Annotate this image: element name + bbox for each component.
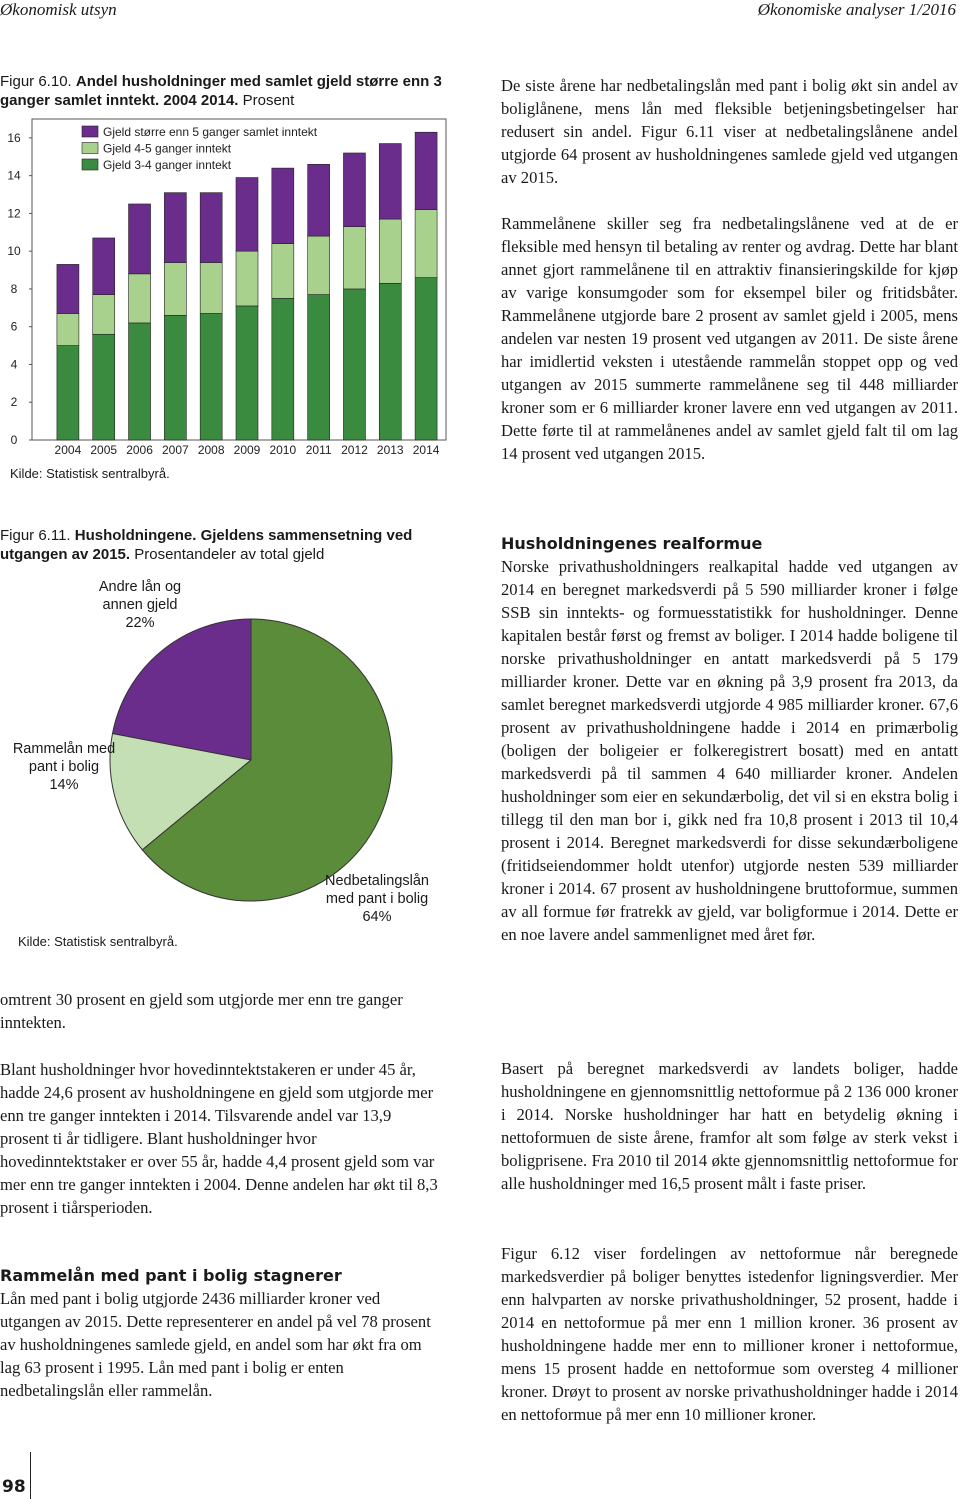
source: Kilde: Statistisk sentralbyrå. xyxy=(10,466,170,481)
figure-title: Figur 6.11. Husholdningene. Gjeldens sam… xyxy=(0,526,450,564)
figure-label: Figur 6.10. xyxy=(0,73,72,90)
y-tick-label: 16 xyxy=(7,131,21,145)
legend-swatch xyxy=(81,125,99,138)
bar-segment xyxy=(56,345,80,441)
bar-segment xyxy=(378,218,402,284)
bar-segment xyxy=(343,288,366,441)
y-tick-label: 6 xyxy=(11,320,18,334)
x-tick-label: 2011 xyxy=(306,443,332,457)
y-tick-label: 8 xyxy=(11,282,18,296)
value-label: 22% xyxy=(125,615,155,631)
bar-segment xyxy=(199,262,223,314)
bar-segment xyxy=(343,152,366,227)
bar-segment xyxy=(92,294,116,335)
x-tick-label: 2010 xyxy=(269,443,296,457)
subtitle: Prosent xyxy=(242,92,295,109)
bar-segment xyxy=(128,322,151,441)
source: Kilde: Statistisk sentralbyrå. xyxy=(18,934,178,949)
pie-slice xyxy=(111,618,252,761)
y-tick-label: 14 xyxy=(7,169,21,183)
pie-slice xyxy=(109,732,253,851)
bar-segment xyxy=(343,226,366,290)
bar-segment xyxy=(378,143,402,220)
bar-segment xyxy=(307,235,330,295)
bar-segment xyxy=(56,264,80,314)
paragraph: omtrent 30 prosent en gjeld som utgjorde… xyxy=(0,990,403,1032)
bar-segment xyxy=(92,333,116,441)
title: Husholdningene. Gjeldens sammensetning v… xyxy=(0,527,413,563)
page-number: 98 xyxy=(2,1477,26,1497)
x-tick-label: 2004 xyxy=(55,443,82,457)
y-tick-label: 12 xyxy=(7,206,21,220)
bar-segment xyxy=(307,294,330,441)
paragraph: De siste årene har nedbetalingslån med p… xyxy=(501,76,958,187)
subtitle: Prosentandeler av total gjeld xyxy=(134,546,325,563)
figure-label: Figur 6.11. xyxy=(0,527,71,544)
legend-swatch xyxy=(81,142,99,154)
category: Rammelån med pant i bolig xyxy=(12,741,116,775)
bar-segment xyxy=(414,131,438,210)
bar-segment xyxy=(199,313,223,441)
bar-segment xyxy=(56,313,80,346)
bar-segment xyxy=(271,298,295,441)
category: Nedbetalingslån med pant i bolig xyxy=(325,873,429,907)
pie-label: Nedbetalingslån med pant i bolig 64% xyxy=(312,872,442,926)
y-tick-label: 0 xyxy=(11,433,18,447)
y-tick-label: 2 xyxy=(11,395,18,409)
legend-label: Gjeld 4-5 ganger inntekt xyxy=(103,142,232,156)
bar-segment xyxy=(235,250,259,307)
bar-segment xyxy=(378,282,402,441)
bar-segment xyxy=(414,209,438,278)
x-tick-label: 2014 xyxy=(413,443,440,457)
header-left: Økonomisk utsyn xyxy=(0,0,117,19)
bar-segment xyxy=(164,192,187,263)
value-label: 64% xyxy=(362,909,392,925)
paragraph: Rammelånene skiller seg fra nedbetalings… xyxy=(501,214,958,463)
x-tick-label: 2012 xyxy=(341,443,368,457)
paragraph: Blant husholdninger hvor hovedinntektsta… xyxy=(0,1060,438,1217)
bar-segment xyxy=(235,305,259,441)
bar-segment xyxy=(235,177,259,252)
x-tick-label: 2013 xyxy=(377,443,404,457)
y-tick-label: 4 xyxy=(11,357,18,371)
x-tick-label: 2009 xyxy=(234,443,261,457)
bar-segment xyxy=(164,262,187,316)
category: Andre lån og annen gjeld xyxy=(98,579,182,613)
heading: Rammelån med pant i bolig stagnerer xyxy=(0,1266,342,1285)
legend-swatch xyxy=(81,158,99,171)
pie-label: Andre lån og annen gjeld 22% xyxy=(85,578,195,632)
paragraph: Lån med pant i bolig utgjorde 2436 milli… xyxy=(0,1289,431,1400)
x-tick-label: 2005 xyxy=(90,443,117,457)
bar-segment xyxy=(92,237,116,295)
bar-segment xyxy=(128,273,151,324)
rule xyxy=(30,1452,31,1499)
header-right: Økonomiske analyser 1/2016 xyxy=(757,0,956,19)
bar-segment xyxy=(307,164,330,237)
value-label: 14% xyxy=(49,777,79,793)
x-tick-label: 2008 xyxy=(198,443,225,457)
y-tick-label: 10 xyxy=(7,244,21,258)
x-tick-label: 2007 xyxy=(162,443,189,457)
legend-label: Gjeld 3-4 ganger inntekt xyxy=(103,158,232,172)
bar-segment xyxy=(128,203,151,275)
bar-segment xyxy=(414,277,438,441)
bar-segment xyxy=(164,315,187,441)
paragraph: Figur 6.12 viser fordelingen av nettofor… xyxy=(501,1244,958,1424)
pie-label: Rammelån med pant i bolig 14% xyxy=(8,740,120,794)
bar-segment xyxy=(271,167,295,244)
pie-slice xyxy=(141,618,393,902)
paragraph: Basert på beregnet markedsverdi av lande… xyxy=(501,1059,958,1193)
bar-segment xyxy=(199,192,223,263)
figure-title: Figur 6.10. Andel husholdninger med saml… xyxy=(0,72,450,110)
x-tick-label: 2006 xyxy=(126,443,153,457)
legend-label: Gjeld større enn 5 ganger samlet inntekt xyxy=(103,125,318,139)
title: Andel husholdninger med samlet gjeld stø… xyxy=(0,73,442,109)
heading: Husholdningenes realformue xyxy=(501,534,763,553)
bar-segment xyxy=(271,243,295,299)
paragraph: Norske privathusholdningers realkapital … xyxy=(501,557,958,944)
